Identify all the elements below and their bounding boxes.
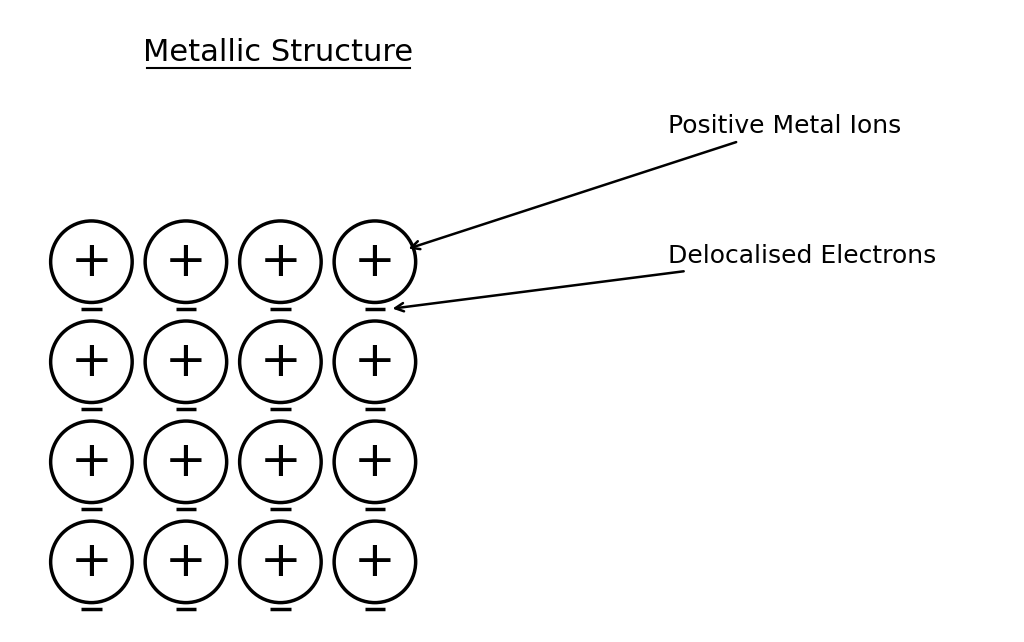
Text: +: + (71, 438, 113, 486)
Ellipse shape (334, 421, 416, 503)
Text: +: + (165, 338, 207, 386)
Text: Metallic Structure: Metallic Structure (143, 38, 414, 67)
Ellipse shape (50, 521, 132, 603)
Text: Positive Metal Ions: Positive Metal Ions (412, 114, 901, 249)
Ellipse shape (334, 221, 416, 302)
Text: +: + (354, 338, 395, 386)
Text: +: + (354, 438, 395, 486)
Text: +: + (71, 538, 113, 586)
Text: +: + (71, 238, 113, 286)
Ellipse shape (145, 521, 226, 603)
Ellipse shape (240, 221, 322, 302)
Text: +: + (259, 538, 301, 586)
Text: +: + (259, 238, 301, 286)
Text: +: + (165, 538, 207, 586)
Ellipse shape (145, 321, 226, 403)
Text: +: + (259, 438, 301, 486)
Ellipse shape (240, 321, 322, 403)
Text: +: + (354, 538, 395, 586)
Ellipse shape (334, 321, 416, 403)
Ellipse shape (50, 421, 132, 503)
Ellipse shape (50, 321, 132, 403)
Ellipse shape (50, 221, 132, 302)
Ellipse shape (145, 221, 226, 302)
Text: +: + (165, 238, 207, 286)
Ellipse shape (240, 521, 322, 603)
Text: +: + (354, 238, 395, 286)
Text: +: + (71, 338, 113, 386)
Ellipse shape (145, 421, 226, 503)
Text: Delocalised Electrons: Delocalised Electrons (395, 244, 936, 311)
Ellipse shape (240, 421, 322, 503)
Text: +: + (259, 338, 301, 386)
Ellipse shape (334, 521, 416, 603)
Text: +: + (165, 438, 207, 486)
